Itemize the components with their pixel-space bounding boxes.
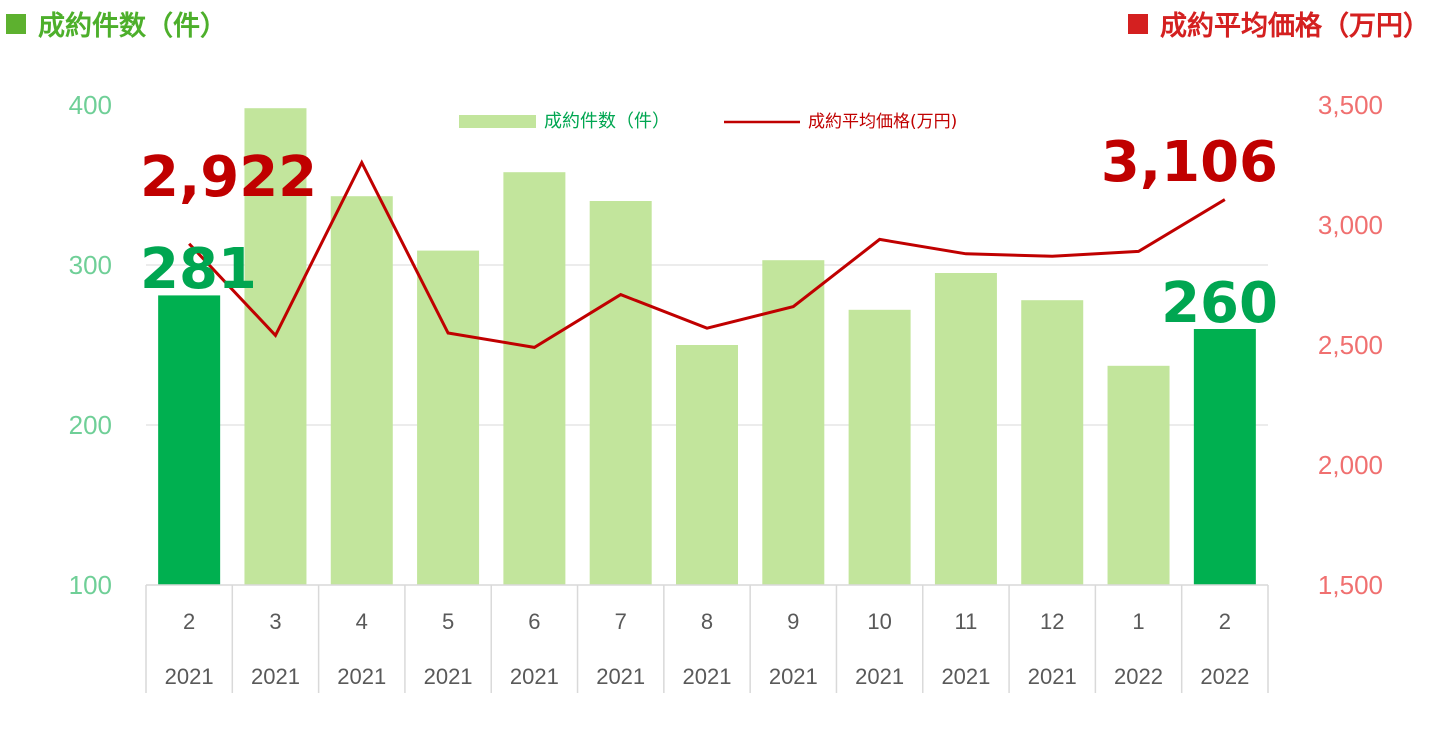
x-year-label: 2021 [596,664,645,689]
right-title-text: 成約平均価格（万円） [1160,11,1430,41]
left-tick-label: 100 [69,570,112,600]
red-square-icon [1128,13,1148,34]
x-month-label: 3 [269,609,281,634]
bar [1193,329,1256,585]
left-title-text: 成約件数（件） [38,11,227,41]
x-year-label: 2022 [1114,664,1163,689]
left-tick-label: 400 [69,90,112,120]
x-year-label: 2021 [683,664,732,689]
bar [589,201,652,585]
x-year-label: 2022 [1200,664,1249,689]
left-tick-label: 200 [69,410,112,440]
legend-bar-label: 成約件数（件） [544,111,670,132]
x-year-label: 2021 [251,664,300,689]
right-tick-label: 1,500 [1318,570,1383,600]
line-series [188,159,1226,349]
bar [1107,365,1170,585]
x-month-label: 1 [1132,609,1144,634]
x-axis: 2 2021 3 2021 4 2021 5 2021 6 2021 7 2021 8 2021 9 2021… [145,584,1269,693]
right-tick-label: 3,500 [1318,90,1383,120]
x-month-label: 7 [615,609,627,634]
right-tick-label: 2,000 [1318,450,1383,480]
x-month-label: 4 [356,609,368,634]
bar [676,345,738,585]
bar [762,260,825,585]
x-month-label: 5 [442,609,454,634]
legend-bar-swatch [459,115,536,128]
right-tick-label: 2,500 [1318,330,1383,360]
last-price-callout: 3,106 [1101,130,1278,195]
last-count-callout: 260 [1161,271,1278,336]
x-year-label: 2021 [165,664,214,689]
callouts: 2,922 3,106 281 260 [140,130,1278,336]
x-year-label: 2021 [510,664,559,689]
bar [848,309,911,585]
first-count-callout: 281 [140,237,257,302]
bar-series [158,108,1256,585]
bar [417,250,480,585]
left-tick-label: 300 [69,250,112,280]
x-month-label: 12 [1040,609,1064,634]
x-year-label: 2021 [1028,664,1077,689]
bar [1021,300,1084,585]
legend-line-label: 成約平均価格(万円) [808,112,957,132]
bar [330,196,393,585]
x-month-label: 9 [787,609,799,634]
x-month-label: 2 [1219,609,1231,634]
x-year-label: 2021 [941,664,990,689]
legend: 成約件数（件） 成約平均価格(万円) [459,111,957,132]
x-year-label: 2021 [424,664,473,689]
bar [158,295,221,585]
right-axis-title: 成約平均価格（万円） [1128,4,1430,43]
x-month-label: 6 [528,609,540,634]
green-square-icon [6,13,26,34]
left-y-axis: 100 200 300 400 [69,90,112,600]
x-month-label: 11 [955,609,978,634]
bar [244,108,307,585]
price-line [188,159,1226,349]
first-price-callout: 2,922 [140,145,317,210]
right-tick-label: 3,000 [1318,210,1383,240]
x-month-label: 10 [867,609,891,634]
x-year-label: 2021 [769,664,818,689]
x-month-label: 2 [183,609,195,634]
bar [934,273,997,585]
bar [503,172,566,585]
right-y-axis: 1,500 2,000 2,500 3,000 3,500 [1318,90,1383,600]
x-month-label: 8 [701,609,713,634]
left-axis-title: 成約件数（件） [6,4,227,43]
x-year-label: 2021 [855,664,904,689]
x-year-label: 2021 [337,664,386,689]
